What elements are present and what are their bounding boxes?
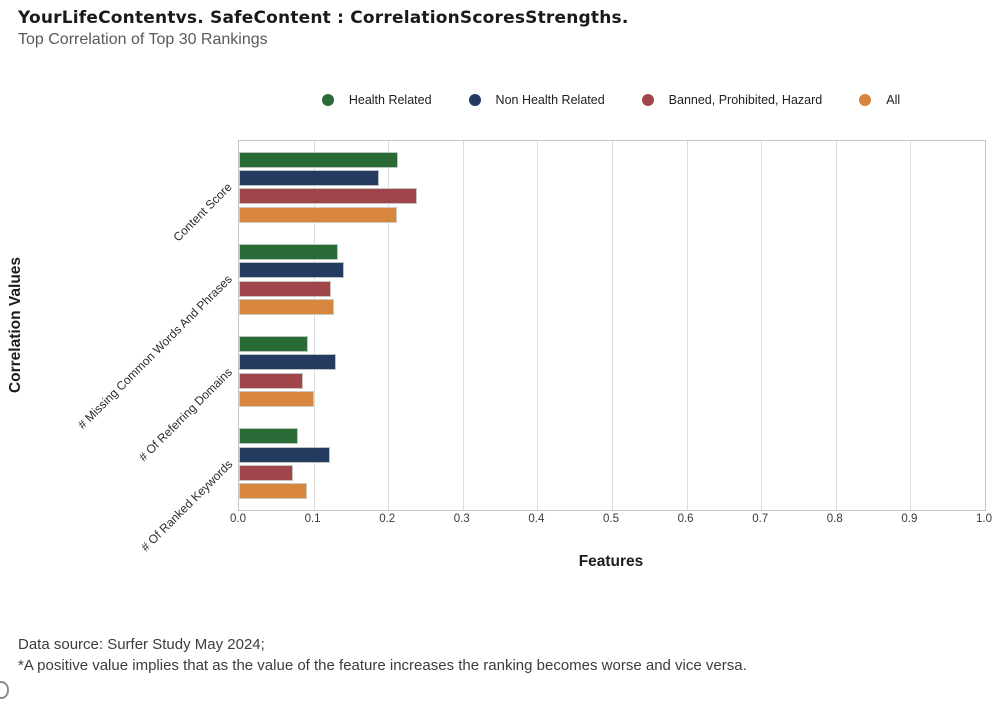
x-tick-label: 0.4 <box>528 513 545 525</box>
bar-all <box>239 298 335 315</box>
legend-label: Non Health Related <box>495 93 605 107</box>
footer-data-source: Data source: Surfer Study May 2024; <box>18 636 265 653</box>
bar-banned-prohibited-hazard <box>239 372 304 389</box>
legend: Health Related Non Health Related Banned, … <box>238 88 984 112</box>
x-tick-label: 0.0 <box>230 513 246 525</box>
x-tick-label: 0.1 <box>304 513 321 525</box>
bar-all <box>239 206 398 223</box>
bar-banned-prohibited-hazard <box>239 280 331 297</box>
legend-item: All <box>859 93 900 107</box>
category-label: Content Score <box>170 180 235 245</box>
chart-subtitle: Top Correlation of Top 30 Rankings <box>18 31 268 48</box>
x-tick-label: 0.3 <box>453 513 470 525</box>
bar-non-health-related <box>239 262 345 279</box>
legend-label: Health Related <box>348 93 432 107</box>
bar-all <box>239 391 315 408</box>
legend-swatch-icon <box>321 94 334 106</box>
x-tick-label: 1.0 <box>976 513 992 525</box>
bar-non-health-related <box>239 446 330 463</box>
x-tick-label: 0.9 <box>901 513 918 525</box>
x-tick-label: 0.6 <box>677 513 694 525</box>
bar-non-health-related <box>239 169 380 186</box>
legend-item: Health Related <box>321 93 432 107</box>
bar-banned-prohibited-hazard <box>239 188 418 205</box>
x-tick-label: 0.2 <box>379 513 396 525</box>
gridline <box>537 141 539 510</box>
edge-artifact <box>0 681 9 699</box>
footer: Data source: Surfer Study May 2024; *A p… <box>18 634 747 676</box>
gridline <box>388 141 390 510</box>
plot-area <box>238 140 986 511</box>
x-tick-label: 0.5 <box>603 513 619 525</box>
legend-label: Banned, Prohibited, Hazard <box>668 93 823 107</box>
bar-health-related <box>239 428 298 445</box>
category-label: # Of Ranked Keywords <box>137 456 235 555</box>
bar-health-related <box>239 151 398 168</box>
category-label: # Missing Common Words And Phrases <box>75 272 235 433</box>
bar-non-health-related <box>239 354 336 371</box>
chart-title: YourLifeContentvs. SafeContent : Correla… <box>18 8 629 28</box>
gridline <box>835 141 837 510</box>
legend-item: Banned, Prohibited, Hazard <box>641 93 823 107</box>
y-axis-label: Correlation Values <box>7 256 24 394</box>
legend-swatch-icon <box>641 94 654 106</box>
legend-item: Non Health Related <box>468 93 605 107</box>
gridline <box>910 141 912 510</box>
bar-health-related <box>239 243 339 260</box>
bar-health-related <box>239 336 309 353</box>
category-label: # Of Referring Domains <box>135 364 235 464</box>
legend-swatch-icon <box>859 94 872 106</box>
legend-swatch-icon <box>468 94 481 106</box>
gridline <box>761 141 763 510</box>
x-axis-label: Features <box>578 553 644 570</box>
x-tick-label: 0.8 <box>826 513 843 525</box>
bar-banned-prohibited-hazard <box>239 465 293 482</box>
legend-label: All <box>886 93 901 107</box>
gridline <box>612 141 613 510</box>
footer-note: *A positive value implies that as the va… <box>18 657 747 674</box>
gridline <box>686 141 688 510</box>
gridline <box>462 141 464 510</box>
gridline <box>313 141 315 510</box>
bar-all <box>239 483 307 500</box>
x-tick-label: 0.7 <box>752 513 769 525</box>
